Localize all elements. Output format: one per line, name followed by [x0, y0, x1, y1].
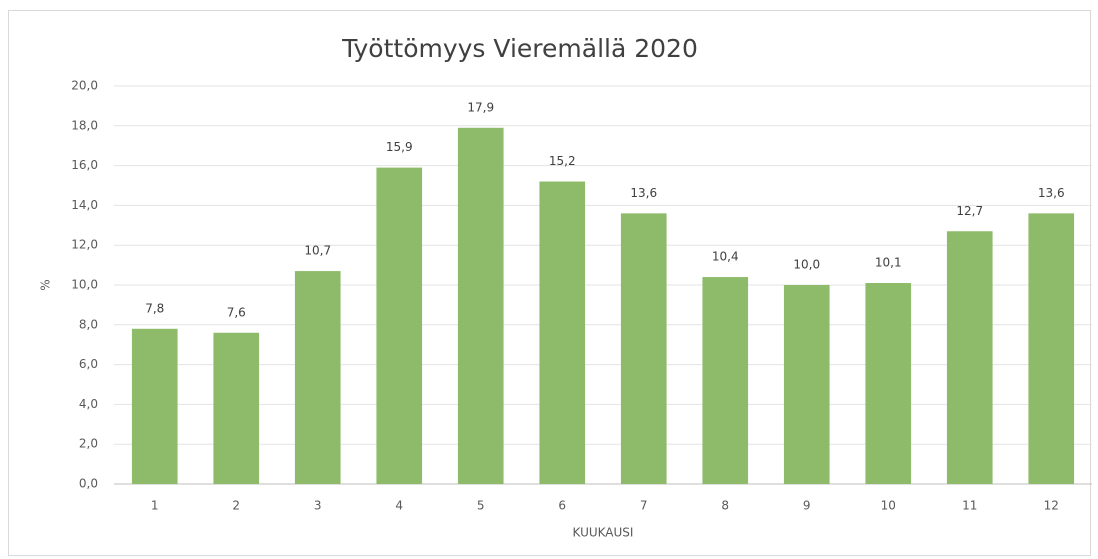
- x-tick-label: 12: [1044, 499, 1059, 513]
- y-tick-label: 18,0: [71, 118, 98, 132]
- y-tick-label: 0,0: [79, 477, 98, 491]
- x-tick-label: 2: [232, 499, 240, 513]
- bar: [213, 332, 260, 484]
- y-axis-label: %: [39, 279, 53, 290]
- bar: [865, 283, 912, 484]
- x-tick-label: 7: [640, 499, 648, 513]
- bar: [620, 213, 667, 485]
- y-tick-label: 16,0: [71, 158, 98, 172]
- data-label: 15,2: [549, 154, 576, 168]
- data-label: 17,9: [467, 100, 494, 114]
- x-tick-label: 9: [803, 499, 811, 513]
- bar: [376, 167, 423, 484]
- data-label: 7,8: [145, 301, 164, 315]
- bar: [131, 328, 178, 484]
- data-label: 15,9: [386, 140, 413, 154]
- bar: [539, 181, 586, 484]
- bar: [702, 277, 749, 484]
- bar: [783, 285, 830, 484]
- chart-title: Työttömyys Vieremällä 2020: [341, 34, 698, 63]
- x-tick-label: 1: [151, 499, 159, 513]
- data-label: 13,6: [630, 186, 657, 200]
- x-tick-label: 4: [395, 499, 403, 513]
- x-tick-label: 8: [721, 499, 729, 513]
- x-tick-label: 10: [881, 499, 896, 513]
- x-axis-label: KUUKAUSI: [573, 526, 634, 540]
- y-tick-label: 8,0: [79, 317, 98, 331]
- y-tick-label: 12,0: [71, 238, 98, 252]
- x-tick-label: 11: [962, 499, 977, 513]
- y-tick-label: 14,0: [71, 198, 98, 212]
- bar: [946, 231, 993, 484]
- data-label: 10,0: [793, 258, 820, 272]
- data-label: 10,1: [875, 256, 902, 270]
- x-tick-label: 6: [558, 499, 566, 513]
- y-tick-label: 10,0: [71, 278, 98, 292]
- y-tick-label: 4,0: [79, 397, 98, 411]
- bar: [457, 127, 504, 484]
- data-label: 10,7: [304, 244, 331, 258]
- y-tick-label: 2,0: [79, 437, 98, 451]
- bar: [294, 271, 341, 484]
- x-tick-label: 5: [477, 499, 485, 513]
- x-tick-label: 3: [314, 499, 322, 513]
- data-label: 12,7: [956, 204, 983, 218]
- bar: [1028, 213, 1075, 485]
- data-label: 10,4: [712, 250, 739, 264]
- data-label: 13,6: [1038, 186, 1065, 200]
- y-tick-label: 6,0: [79, 357, 98, 371]
- data-label: 7,6: [227, 305, 246, 319]
- y-tick-label: 20,0: [71, 79, 98, 93]
